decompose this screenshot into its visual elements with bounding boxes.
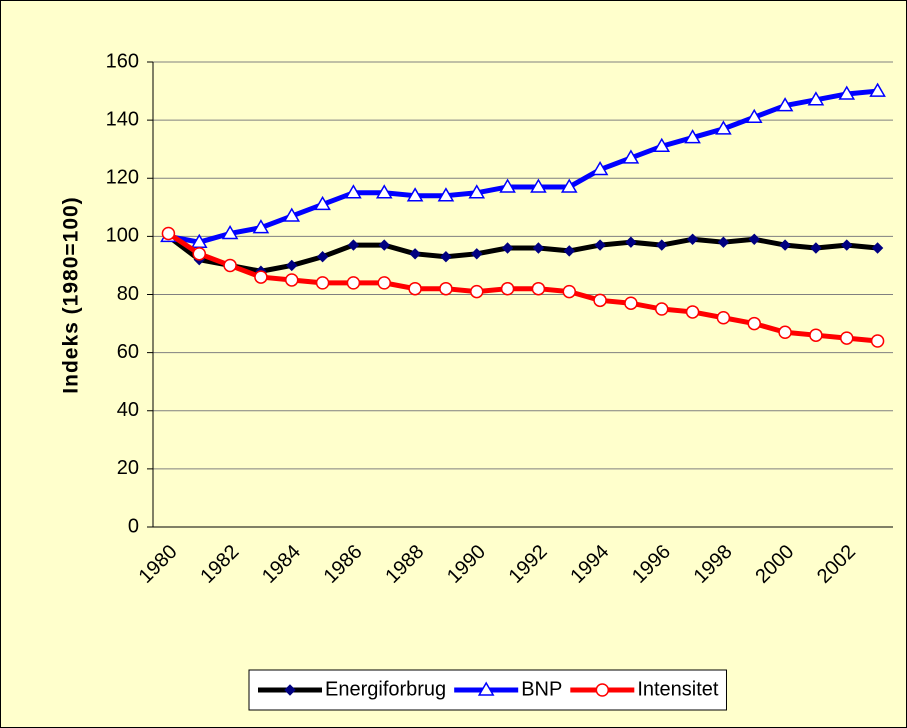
marker <box>500 281 515 296</box>
marker <box>656 239 668 251</box>
marker <box>684 129 701 144</box>
marker <box>437 187 455 202</box>
marker <box>717 236 730 248</box>
y-tick-label: 0 <box>128 515 139 537</box>
marker <box>192 247 206 261</box>
marker <box>440 251 452 263</box>
y-tick-label: 20 <box>117 457 139 479</box>
marker <box>501 242 514 254</box>
marker <box>747 316 761 331</box>
marker <box>532 242 545 254</box>
marker <box>778 325 792 340</box>
marker <box>477 681 495 696</box>
marker <box>560 178 578 193</box>
marker <box>686 233 699 245</box>
marker <box>653 137 671 153</box>
marker <box>471 248 483 260</box>
marker <box>810 242 822 254</box>
marker <box>314 195 331 211</box>
marker <box>594 239 606 251</box>
marker <box>406 187 424 202</box>
y-axis-label: Indeks (1980=100) <box>60 196 83 393</box>
marker <box>779 239 791 251</box>
marker <box>531 281 546 296</box>
marker <box>221 224 239 240</box>
marker <box>315 276 330 290</box>
marker <box>439 281 453 296</box>
marker <box>595 683 610 697</box>
legend-label: Energiforbrug <box>325 678 446 700</box>
marker <box>284 684 296 696</box>
marker <box>470 284 484 299</box>
marker <box>807 91 825 106</box>
series-line <box>166 234 878 274</box>
marker <box>499 178 516 193</box>
marker <box>562 284 576 299</box>
y-tick-label: 160 <box>106 50 139 72</box>
marker <box>563 245 575 257</box>
marker <box>591 161 609 176</box>
legend-label: Intensitet <box>637 678 719 700</box>
marker <box>468 184 486 199</box>
marker <box>624 296 638 310</box>
marker <box>530 178 547 193</box>
marker <box>252 219 270 234</box>
marker <box>375 184 393 199</box>
marker <box>655 302 669 316</box>
marker <box>408 281 422 296</box>
marker <box>409 248 421 260</box>
marker <box>838 85 856 100</box>
marker <box>745 108 763 123</box>
marker <box>841 239 853 251</box>
legend: Energiforbrug BNP Intensitet <box>248 669 727 711</box>
marker <box>716 311 731 325</box>
y-tick-label: 40 <box>117 399 139 421</box>
marker <box>593 293 607 308</box>
marker <box>622 149 640 164</box>
marker <box>254 270 268 284</box>
y-tick-label: 60 <box>117 341 139 363</box>
legend-label: BNP <box>521 678 562 700</box>
marker <box>377 276 391 290</box>
marker <box>715 120 732 135</box>
y-tick-label: 120 <box>106 167 139 189</box>
marker <box>840 331 854 345</box>
marker <box>378 239 390 251</box>
marker <box>871 242 884 254</box>
marker <box>345 184 362 199</box>
marker <box>809 328 823 342</box>
marker <box>776 97 794 112</box>
marker <box>286 259 298 272</box>
marker <box>685 305 700 319</box>
y-tick-label: 80 <box>117 283 139 305</box>
marker <box>283 207 301 222</box>
marker <box>625 236 637 248</box>
marker <box>870 334 885 348</box>
marker <box>346 276 361 290</box>
marker <box>869 82 886 97</box>
marker <box>316 251 329 263</box>
marker <box>161 226 176 241</box>
marker <box>285 273 299 287</box>
marker <box>347 239 360 251</box>
marker <box>748 233 760 245</box>
y-tick-label: 140 <box>106 108 139 130</box>
y-tick-label: 100 <box>106 225 139 247</box>
marker <box>223 258 237 273</box>
